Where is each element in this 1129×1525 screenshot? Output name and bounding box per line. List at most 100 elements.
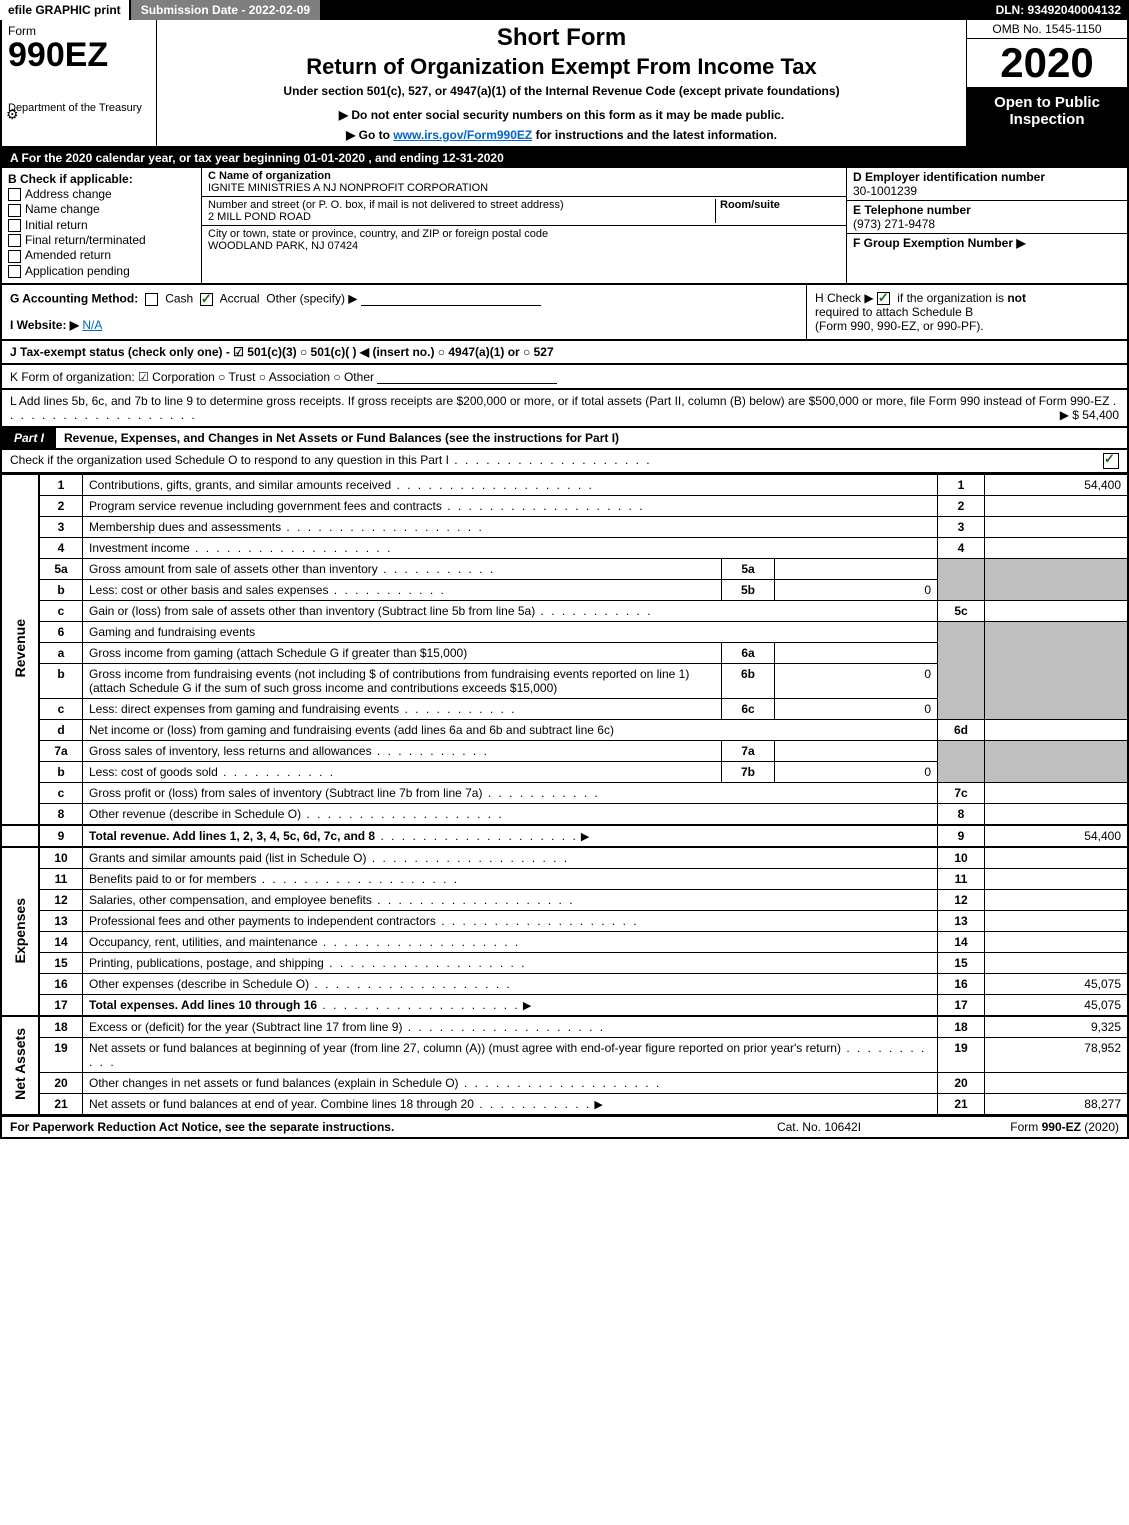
table-row: 12 Salaries, other compensation, and emp… [1,890,1128,911]
line-desc: Gross sales of inventory, less returns a… [83,741,722,762]
chk-name-change: Name change [8,202,195,216]
checkbox-schedule-b[interactable] [877,292,890,305]
h-post1: if the organization is [894,291,1007,305]
line-desc: Gross amount from sale of assets other t… [83,559,722,580]
treasury-seal-icon: ⚙ [6,106,19,123]
submission-date-label: Submission Date - 2022-02-09 [131,0,322,20]
col-c-name-address: C Name of organization IGNITE MINISTRIES… [202,168,847,283]
table-row: Expenses 10 Grants and similar amounts p… [1,847,1128,869]
line-value [985,538,1129,559]
checkbox-icon[interactable] [8,204,21,217]
checkbox-accrual[interactable] [200,293,213,306]
table-row: 3 Membership dues and assessments 3 [1,517,1128,538]
table-row: 7a Gross sales of inventory, less return… [1,741,1128,762]
line-num: 9 [39,825,83,847]
group-exemption-cell: F Group Exemption Number ▶ [847,234,1127,252]
sub-line-num: 7a [722,741,775,762]
schedule-b-check: H Check ▶ if the organization is not req… [807,285,1127,339]
greyed-cell [938,741,985,783]
line-desc: Other revenue (describe in Schedule O) [83,804,938,826]
chk-application-pending: Application pending [8,264,195,278]
h-post3: (Form 990, 990-EZ, or 990-PF). [815,319,984,333]
tax-year: 2020 [967,39,1127,88]
part1-subtitle: Check if the organization used Schedule … [10,453,1103,469]
i-label: I Website: ▶ [10,318,79,332]
greyed-cell [985,741,1129,783]
goto-pre: ▶ Go to [346,128,393,142]
cash-label: Cash [165,292,193,306]
line-right-num: 7c [938,783,985,804]
line-desc: Professional fees and other payments to … [83,911,938,932]
org-name-label: C Name of organization [208,170,331,182]
irs-link[interactable]: www.irs.gov/Form990EZ [393,128,532,142]
sub-line-value: 0 [775,762,938,783]
line-desc: Occupancy, rent, utilities, and maintena… [83,932,938,953]
line-value [985,911,1129,932]
table-row: 5a Gross amount from sale of assets othe… [1,559,1128,580]
line-desc: Gross income from gaming (attach Schedul… [83,643,722,664]
l-value: ▶ $ 54,400 [1060,408,1119,422]
chk-label: Initial return [25,218,88,232]
table-row: 8 Other revenue (describe in Schedule O)… [1,804,1128,826]
checkbox-icon[interactable] [8,265,21,278]
line-right-num: 6d [938,720,985,741]
schedule-o-checkbox[interactable] [1103,453,1119,469]
line-num: 7a [39,741,83,762]
line-num: c [39,699,83,720]
arrow-icon [578,829,590,843]
part1-label: Part I [2,428,56,448]
h-pre: H Check ▶ [815,291,877,305]
line-num: 13 [39,911,83,932]
line-num: 21 [39,1094,83,1116]
checkbox-icon[interactable] [8,188,21,201]
table-row: 15 Printing, publications, postage, and … [1,953,1128,974]
line-desc: Total revenue. Add lines 1, 2, 3, 4, 5c,… [83,825,938,847]
street-value: 2 MILL POND ROAD [208,211,311,223]
h-post2: required to attach Schedule B [815,305,973,319]
table-row: 21 Net assets or fund balances at end of… [1,1094,1128,1116]
row-l-gross-receipts: L Add lines 5b, 6c, and 7b to line 9 to … [0,390,1129,428]
chk-address-change: Address change [8,187,195,201]
line-num: 2 [39,496,83,517]
checkbox-icon[interactable] [8,234,21,247]
chk-final-return: Final return/terminated [8,233,195,247]
line-num: 10 [39,847,83,869]
line-right-num: 15 [938,953,985,974]
line-desc: Grants and similar amounts paid (list in… [83,847,938,869]
line-right-num: 13 [938,911,985,932]
col-de: D Employer identification number 30-1001… [847,168,1127,283]
room-suite-label: Room/suite [716,199,840,223]
table-row: c Gross profit or (loss) from sales of i… [1,783,1128,804]
checkbox-icon[interactable] [8,219,21,232]
table-row: 16 Other expenses (describe in Schedule … [1,974,1128,995]
department-label: Department of the Treasury [8,102,150,114]
line-right-num: 12 [938,890,985,911]
table-row: c Gain or (loss) from sale of assets oth… [1,601,1128,622]
row-j-tax-exempt: J Tax-exempt status (check only one) - ☑… [0,341,1129,365]
goto-post: for instructions and the latest informat… [532,128,777,142]
form-header: Form 990EZ ⚙ Department of the Treasury … [0,20,1129,148]
open-to-public: Open to Public Inspection [967,88,1127,146]
line-value: 54,400 [985,475,1129,496]
k-text: K Form of organization: ☑ Corporation ○ … [10,370,374,384]
footer-right: Form 990-EZ (2020) [919,1120,1119,1134]
sub-line-num: 7b [722,762,775,783]
other-label: Other (specify) ▶ [266,292,357,306]
line-num: b [39,580,83,601]
sub-line-num: 6c [722,699,775,720]
line-right-num: 17 [938,995,985,1017]
chk-label: Address change [25,187,112,201]
line-num: 20 [39,1073,83,1094]
group-exemption-label: F Group Exemption Number ▶ [853,236,1026,250]
checkbox-icon[interactable] [8,250,21,263]
line-desc: Less: direct expenses from gaming and fu… [83,699,722,720]
revenue-side-label: Revenue [1,475,39,826]
line-num: 5a [39,559,83,580]
table-row: Revenue 1 Contributions, gifts, grants, … [1,475,1128,496]
website-value[interactable]: N/A [82,318,102,332]
checkbox-cash[interactable] [145,293,158,306]
sub-line-value [775,643,938,664]
line-desc: Excess or (deficit) for the year (Subtra… [83,1016,938,1038]
chk-label: Name change [25,202,100,216]
ein-cell: D Employer identification number 30-1001… [847,168,1127,201]
